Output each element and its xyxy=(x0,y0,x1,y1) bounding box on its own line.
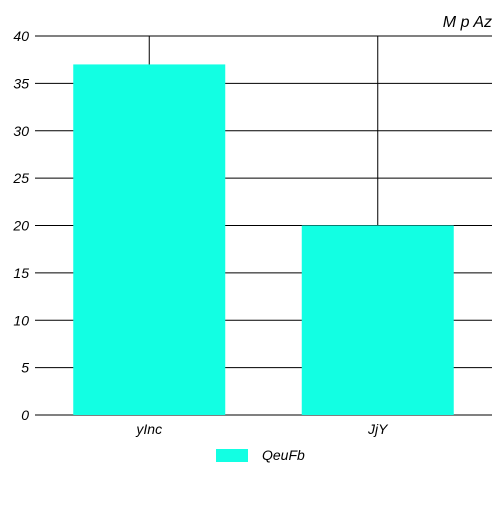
y-tick-label: 15 xyxy=(13,265,29,281)
y-tick-label: 35 xyxy=(13,75,29,91)
y-tick-label: 25 xyxy=(12,170,29,186)
x-axis-ticks: yInc JjY xyxy=(135,421,389,437)
bar xyxy=(301,225,454,415)
y-tick-label: 30 xyxy=(13,123,29,139)
y-tick-label: 20 xyxy=(12,218,29,234)
y-tick-label: 5 xyxy=(21,360,29,376)
y-tick-label: 40 xyxy=(13,28,29,44)
chart-title: M p Az xyxy=(443,14,492,31)
legend-swatch xyxy=(216,449,248,462)
y-tick-label: 10 xyxy=(13,312,29,328)
legend-label: QeuFb xyxy=(262,447,305,463)
x-tick-label: yInc xyxy=(135,421,162,437)
bar xyxy=(73,64,226,416)
legend: QeuFb xyxy=(216,447,305,463)
x-tick-label: JjY xyxy=(367,421,389,437)
y-axis-ticks: 0 5 10 15 20 25 30 35 40 xyxy=(12,28,29,423)
y-tick-label: 0 xyxy=(21,407,29,423)
bars xyxy=(73,64,454,416)
